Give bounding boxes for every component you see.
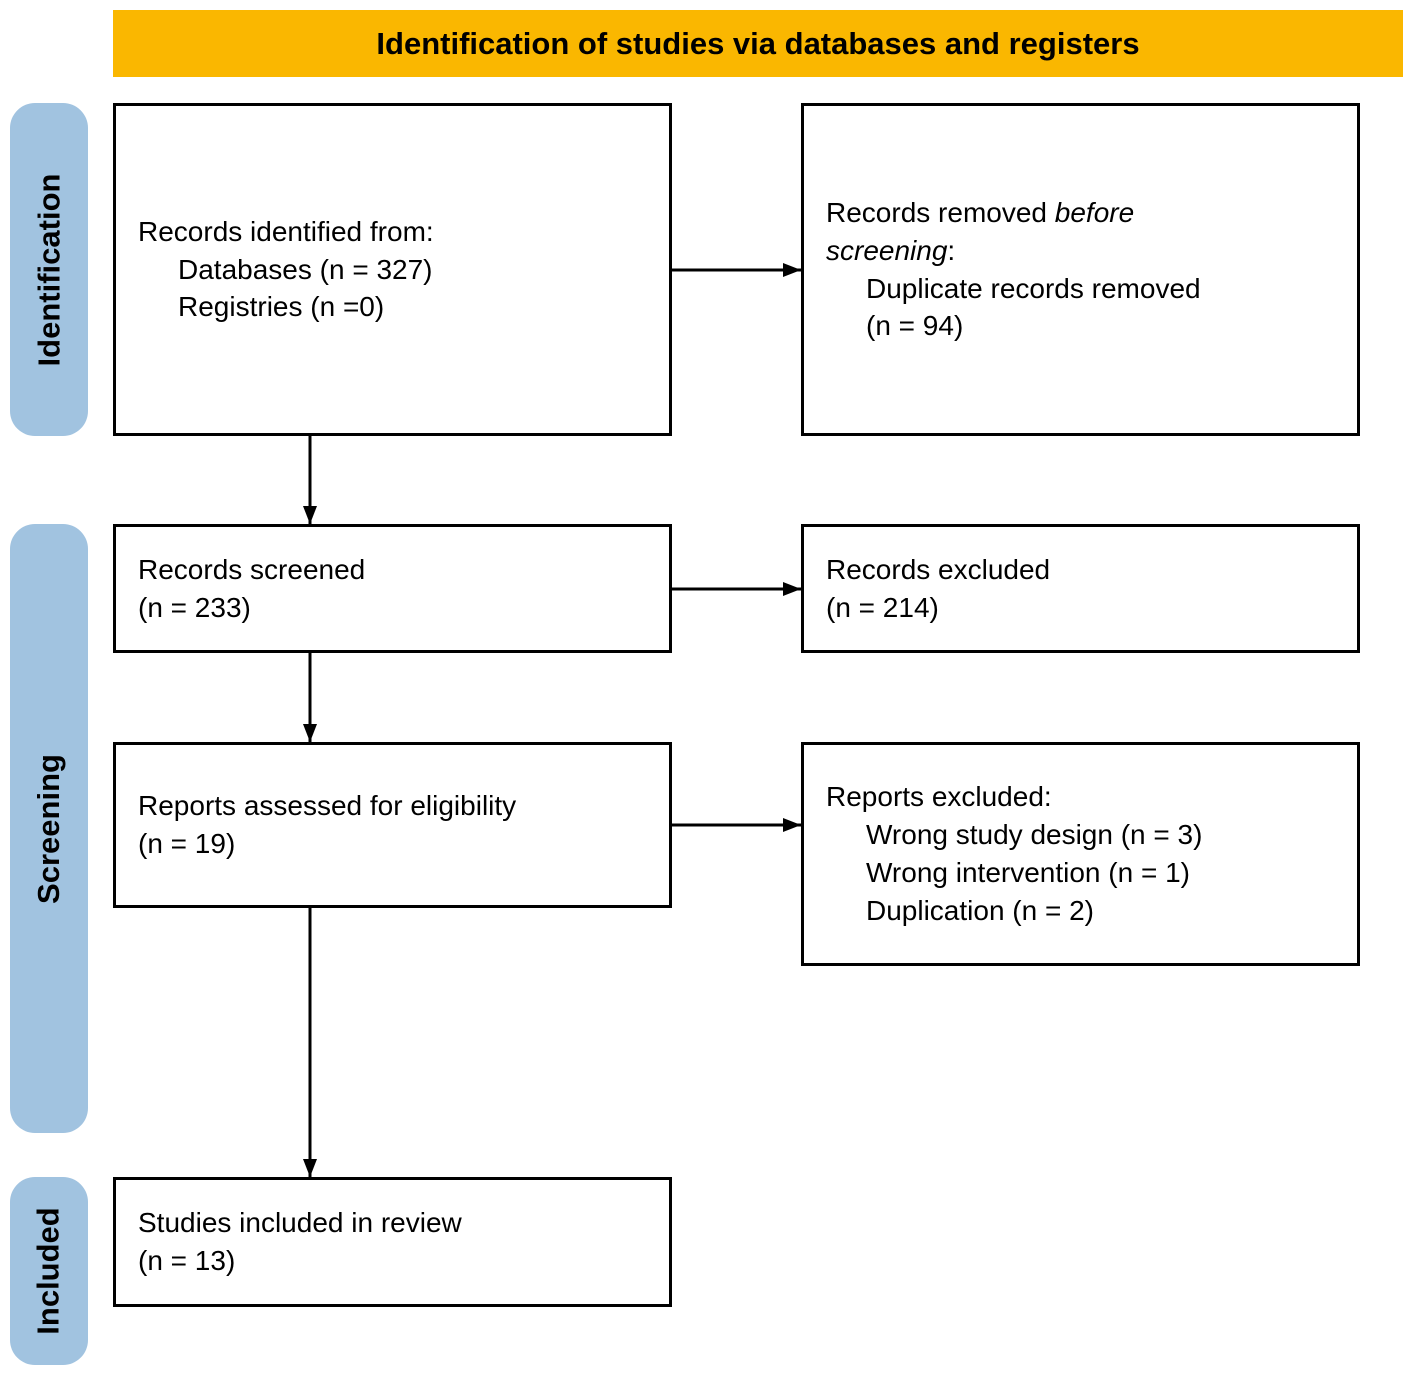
node-line: (n = 19) xyxy=(138,825,647,863)
node-reports-assessed: Reports assessed for eligibility (n = 19) xyxy=(113,742,672,908)
node-reports-excluded: Reports excluded: Wrong study design (n =… xyxy=(801,742,1360,966)
node-line: (n = 94) xyxy=(826,307,1335,345)
text-span: Duplicate records removed xyxy=(866,273,1201,304)
text-span: Records screened xyxy=(138,554,365,585)
text-span: Records identified from: xyxy=(138,216,434,247)
flowchart-canvas: Identification of studies via databases … xyxy=(0,0,1416,1374)
node-line: Records excluded xyxy=(826,551,1335,589)
text-span: Databases (n = 327) xyxy=(178,254,433,285)
text-span: Records removed xyxy=(826,197,1055,228)
text-span: Reports assessed for eligibility xyxy=(138,790,516,821)
node-line: (n = 214) xyxy=(826,589,1335,627)
text-span: (n = 19) xyxy=(138,828,235,859)
text-span: Reports excluded: xyxy=(826,781,1052,812)
stage-label-included: Included xyxy=(10,1177,88,1365)
text-span: Registries (n =0) xyxy=(178,291,384,322)
text-span: (n = 13) xyxy=(138,1245,235,1276)
node-line: Wrong intervention (n = 1) xyxy=(826,854,1335,892)
node-records-removed: Records removed beforescreening:Duplicat… xyxy=(801,103,1360,436)
node-line: Records removed before xyxy=(826,194,1335,232)
node-line: Duplicate records removed xyxy=(826,270,1335,308)
node-line: Databases (n = 327) xyxy=(138,251,647,289)
node-line: (n = 233) xyxy=(138,589,647,627)
text-span: Records excluded xyxy=(826,554,1050,585)
stage-label-identification: Identification xyxy=(10,103,88,436)
stage-label-text: Included xyxy=(31,1207,67,1334)
text-span: Wrong intervention (n = 1) xyxy=(866,857,1190,888)
node-line: Studies included in review xyxy=(138,1204,647,1242)
stage-label-text: Screening xyxy=(31,754,67,904)
text-span: Wrong study design (n = 3) xyxy=(866,819,1202,850)
node-line: (n = 13) xyxy=(138,1242,647,1280)
node-line: Records identified from: xyxy=(138,213,647,251)
text-span-italic: screening xyxy=(826,235,947,266)
text-span: (n = 94) xyxy=(866,310,963,341)
arrow xyxy=(303,653,317,742)
stage-label-screening: Screening xyxy=(10,524,88,1133)
header-title: Identification of studies via databases … xyxy=(376,26,1139,62)
arrow xyxy=(672,263,801,277)
node-studies-included: Studies included in review (n = 13) xyxy=(113,1177,672,1307)
text-span: : xyxy=(947,235,955,266)
node-records-identified: Records identified from: Databases (n = 3… xyxy=(113,103,672,436)
arrow xyxy=(303,908,317,1177)
arrow xyxy=(672,582,801,596)
text-span-italic: before xyxy=(1055,197,1134,228)
header-bar: Identification of studies via databases … xyxy=(113,10,1403,77)
arrow xyxy=(303,436,317,524)
node-line: Reports excluded: xyxy=(826,778,1335,816)
node-records-excluded: Records excluded (n = 214) xyxy=(801,524,1360,653)
node-line: Reports assessed for eligibility xyxy=(138,787,647,825)
text-span: (n = 233) xyxy=(138,592,251,623)
arrow xyxy=(672,818,801,832)
text-span: (n = 214) xyxy=(826,592,939,623)
node-line: Wrong study design (n = 3) xyxy=(826,816,1335,854)
text-span: Studies included in review xyxy=(138,1207,462,1238)
node-line: Registries (n =0) xyxy=(138,288,647,326)
node-line: Records screened xyxy=(138,551,647,589)
text-span: Duplication (n = 2) xyxy=(866,895,1094,926)
node-line: Duplication (n = 2) xyxy=(826,892,1335,930)
node-records-screened: Records screened (n = 233) xyxy=(113,524,672,653)
stage-label-text: Identification xyxy=(31,173,67,366)
node-line: screening: xyxy=(826,232,1335,270)
